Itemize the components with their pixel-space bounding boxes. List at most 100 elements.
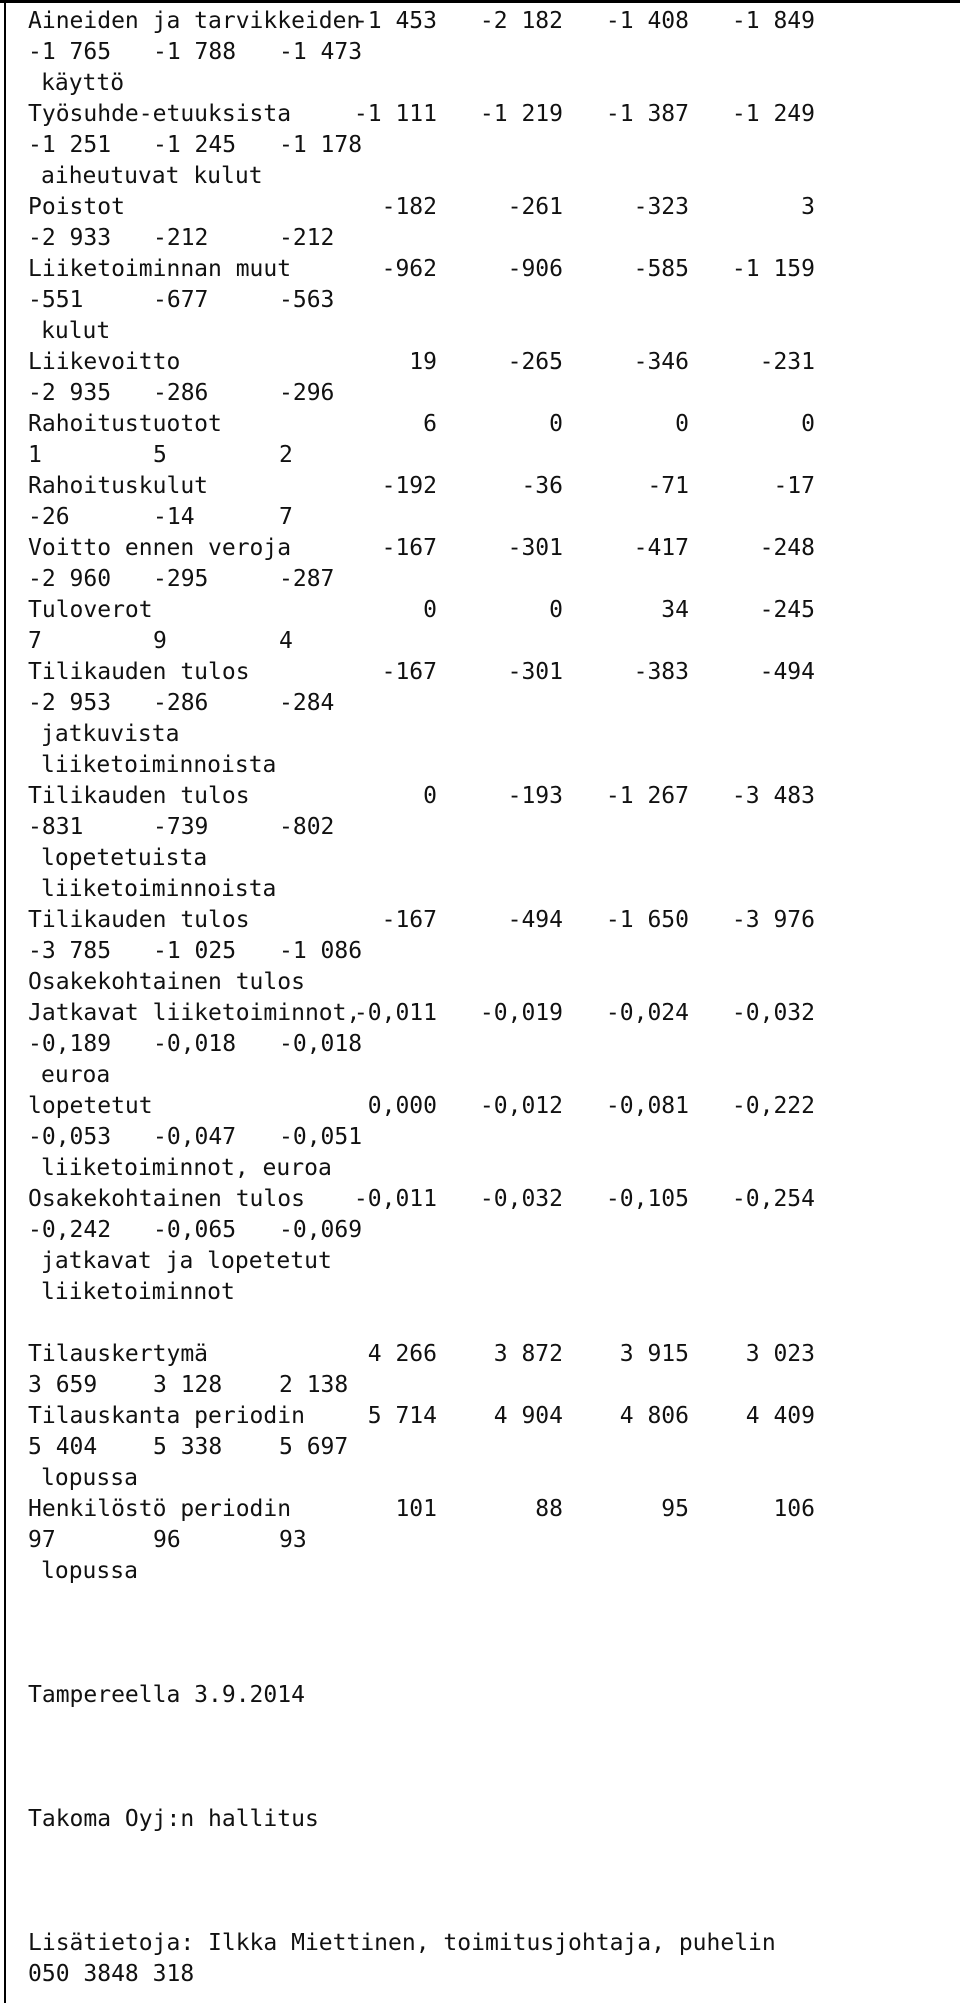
row-main-line: Aineiden ja tarvikkeiden -1 453 -2 182 -1 4… xyxy=(28,6,928,37)
row-extra-value: -0,047 xyxy=(153,1124,237,1150)
row-extra-line: -3 785 -1 025 -1 086 xyxy=(28,936,928,967)
eps-heading-line: Osakekohtainen tulos xyxy=(28,967,928,998)
place-date: Tampereella 3.9.2014 xyxy=(28,1682,305,1708)
row-main-line: lopetetut 0,000 -0,012 -0,081 -0,222 xyxy=(28,1091,928,1122)
row-extra-value: 5 697 xyxy=(279,1434,349,1460)
row-value: -248 xyxy=(759,535,815,561)
row-value: 0 xyxy=(423,783,437,809)
row-extra-line: -551 -677 -563 xyxy=(28,285,928,316)
row-extra-value: 7 xyxy=(279,504,293,530)
row-extra-value: -2 953 xyxy=(28,690,112,716)
row-extra-value: -287 xyxy=(279,566,335,592)
row-extra-line: -2 953 -286 -284 xyxy=(28,688,928,719)
row-extra-value: -1 251 xyxy=(28,132,112,158)
row-extra-value: -1 178 xyxy=(279,132,363,158)
row-value: 3 872 xyxy=(493,1341,563,1367)
table-row: Tilikauden tulos 0 -193 -1 267 -3 483 -831 -73… xyxy=(28,781,928,905)
row-label-continuation: euroa xyxy=(41,1062,111,1088)
row-extra-value: -286 xyxy=(153,690,209,716)
row-value: -167 xyxy=(381,535,437,561)
row-label-continuation: lopetetuista xyxy=(41,845,208,871)
row-value: -1 453 xyxy=(353,8,437,34)
row-label: Poistot xyxy=(28,194,125,220)
row-extra-value: 5 404 xyxy=(28,1434,98,1460)
row-extra-value: 96 xyxy=(153,1527,181,1553)
row-label-continuation: liiketoiminnoista xyxy=(41,876,277,902)
row-value: 0 xyxy=(549,411,563,437)
row-extra-value: -2 960 xyxy=(28,566,112,592)
row-value: -261 xyxy=(507,194,563,220)
row-value: -0,032 xyxy=(479,1186,563,1212)
row-extra-value: -677 xyxy=(153,287,209,313)
row-value: -182 xyxy=(381,194,437,220)
table-row: Liikevoitto 19 -265 -346 -231 -2 935 -286 -296 xyxy=(28,347,928,409)
row-main-line: Liiketoiminnan muut -962 -906 -585 -1 159 xyxy=(28,254,928,285)
row-extra-line: -1 251 -1 245 -1 178 xyxy=(28,130,928,161)
row-label-continuation: jatkavat ja lopetetut xyxy=(41,1248,332,1274)
row-value: 34 xyxy=(661,597,689,623)
row-extra-value: 3 659 xyxy=(28,1372,98,1398)
row-value: 6 xyxy=(423,411,437,437)
row-main-line: Tilauskanta periodin 5 714 4 904 4 806 4 409 xyxy=(28,1401,928,1432)
table-row: Tilauskertymä 4 266 3 872 3 915 3 023 3 659 3 … xyxy=(28,1339,928,1401)
row-value: -2 182 xyxy=(479,8,563,34)
row-extra-value: -212 xyxy=(279,225,335,251)
row-value: 3 xyxy=(801,194,815,220)
row-label: Osakekohtainen tulos xyxy=(28,1186,305,1212)
row-main-line: Jatkavat liiketoiminnot, -0,011 -0,019 -0,0… xyxy=(28,998,928,1029)
row-value: 4 409 xyxy=(745,1403,815,1429)
row-value: -0,081 xyxy=(605,1093,689,1119)
row-label-continuation: käyttö xyxy=(41,70,125,96)
row-extra-value: -0,051 xyxy=(279,1124,363,1150)
row-extra-value: 97 xyxy=(28,1527,56,1553)
row-label-continuation: jatkuvista xyxy=(41,721,180,747)
report-content: Aineiden ja tarvikkeiden -1 453 -2 182 -1 4… xyxy=(28,6,928,1990)
row-value: 5 714 xyxy=(367,1403,437,1429)
table-row: Tilauskanta periodin 5 714 4 904 4 806 4 409… xyxy=(28,1401,928,1494)
row-extra-line: 1 5 2 xyxy=(28,440,928,471)
table-row: Aineiden ja tarvikkeiden -1 453 -2 182 -1 4… xyxy=(28,6,928,99)
row-extra-line: -831 -739 -802 xyxy=(28,812,928,843)
row-extra-value: 4 xyxy=(279,628,293,654)
row-value: -0,032 xyxy=(731,1000,815,1026)
row-value: 0 xyxy=(549,597,563,623)
row-extra-line: 97 96 93 xyxy=(28,1525,928,1556)
row-value: -71 xyxy=(647,473,689,499)
row-main-line: Poistot -182 -261 -323 3 xyxy=(28,192,928,223)
row-main-line: Tilauskertymä 4 266 3 872 3 915 3 023 xyxy=(28,1339,928,1370)
left-border xyxy=(4,0,6,2003)
table-row: Tilikauden tulos -167 -301 -383 -494 -2 953 -2… xyxy=(28,657,928,781)
row-extra-value: -2 933 xyxy=(28,225,112,251)
row-value: -1 219 xyxy=(479,101,563,127)
row-value: 0 xyxy=(801,411,815,437)
row-extra-line: 3 659 3 128 2 138 xyxy=(28,1370,928,1401)
table-row: lopetetut 0,000 -0,012 -0,081 -0,222 -0,053 -0… xyxy=(28,1091,928,1184)
row-value: -962 xyxy=(381,256,437,282)
row-label: Voitto ennen veroja xyxy=(28,535,292,561)
row-value: 19 xyxy=(409,349,437,375)
row-value: -1 249 xyxy=(731,101,815,127)
row-extra-value: -0,053 xyxy=(28,1124,112,1150)
row-label: Työsuhde-etuuksista xyxy=(28,101,292,127)
row-extra-value: -286 xyxy=(153,380,209,406)
row-extra-value: -1 086 xyxy=(279,938,363,964)
row-value: -1 650 xyxy=(605,907,689,933)
row-value: -167 xyxy=(381,659,437,685)
row-value: -0,254 xyxy=(731,1186,815,1212)
row-value: -36 xyxy=(521,473,563,499)
row-value: 3 915 xyxy=(619,1341,689,1367)
row-label: lopetetut xyxy=(28,1093,153,1119)
footer-gap-2 xyxy=(28,1711,928,1804)
row-extra-value: 2 xyxy=(279,442,293,468)
row-value: -3 483 xyxy=(731,783,815,809)
row-main-line: Rahoituskulut -192 -36 -71 -17 xyxy=(28,471,928,502)
row-extra-value: 7 xyxy=(28,628,42,654)
row-extra-value: -0,065 xyxy=(153,1217,237,1243)
row-extra-value: -0,018 xyxy=(153,1031,237,1057)
row-label: Rahoituskulut xyxy=(28,473,209,499)
row-value: -494 xyxy=(507,907,563,933)
row-value: -301 xyxy=(507,659,563,685)
row-main-line: Työsuhde-etuuksista -1 111 -1 219 -1 387 -1 … xyxy=(28,99,928,130)
row-value: -417 xyxy=(633,535,689,561)
